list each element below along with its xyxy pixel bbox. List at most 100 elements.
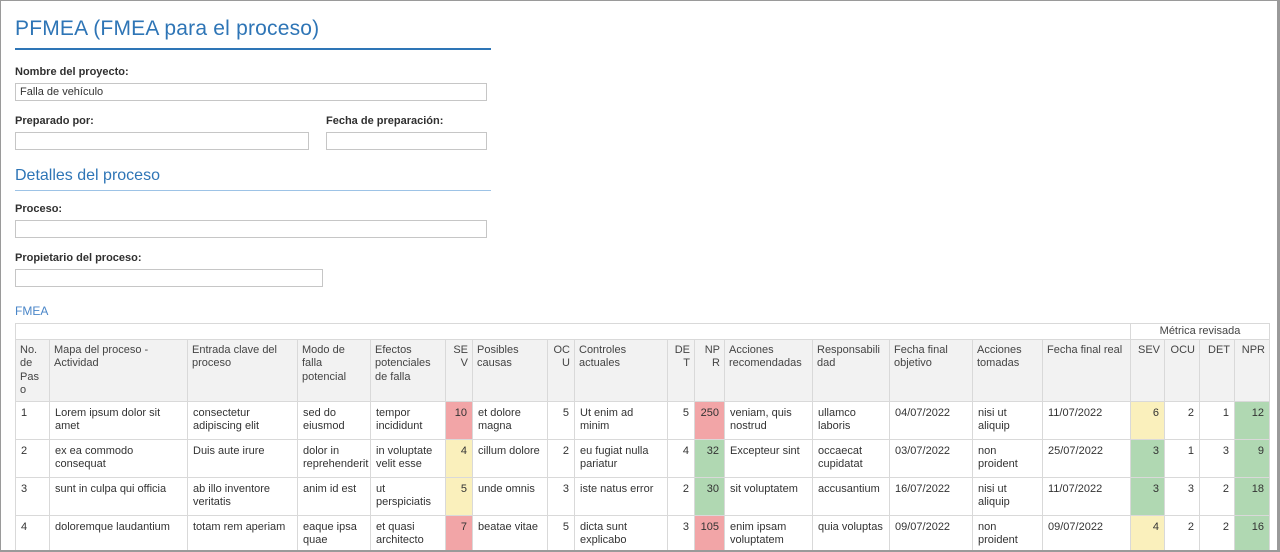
body-cell[interactable]: 3 — [15, 476, 50, 516]
rev-sev-cell[interactable]: 3 — [1130, 438, 1165, 478]
body-cell[interactable]: cillum dolore — [472, 438, 548, 478]
rev-ocu-cell[interactable]: 3 — [1164, 476, 1200, 516]
rev-ocu-cell[interactable]: 1 — [1164, 438, 1200, 478]
body-cell[interactable]: nisi ut aliquip — [972, 400, 1043, 440]
rev-npr-cell[interactable]: 9 — [1233, 438, 1271, 478]
body-cell[interactable]: 16/07/2022 — [889, 476, 973, 516]
body-cell[interactable]: quia voluptas — [812, 514, 890, 550]
body-cell[interactable]: ullamco laboris — [812, 400, 890, 440]
sev-cell[interactable]: 7 — [445, 514, 473, 550]
prep-date-label: Fecha de preparación: — [326, 115, 444, 127]
body-cell[interactable]: non proident — [972, 514, 1043, 550]
body-cell[interactable]: eaque ipsa quae — [297, 514, 371, 550]
ocu-cell[interactable]: 3 — [547, 476, 575, 516]
table-row: 2 ex ea commodo consequat Duis aute irur… — [15, 438, 1271, 478]
title-rule — [15, 48, 491, 50]
process-owner-label: Propietario del proceso: — [15, 252, 142, 264]
rev-ocu-cell[interactable]: 2 — [1164, 400, 1200, 440]
rev-det-cell[interactable]: 2 — [1199, 514, 1235, 550]
process-details-heading: Detalles del proceso — [15, 167, 160, 184]
body-cell[interactable]: eu fugiat nulla pariatur — [574, 438, 668, 478]
header-cell: Responsabilidad — [812, 339, 890, 402]
rev-sev-cell[interactable]: 3 — [1130, 476, 1165, 516]
ocu-cell[interactable]: 5 — [547, 514, 575, 550]
header-cell-ocu: OCU — [547, 339, 575, 402]
prepared-by-input[interactable] — [15, 132, 309, 150]
body-cell[interactable]: ut perspiciatis — [370, 476, 446, 516]
det-cell[interactable]: 3 — [667, 514, 695, 550]
body-cell[interactable]: dolor in reprehenderit — [297, 438, 371, 478]
body-cell[interactable]: ex ea commodo consequat — [49, 438, 188, 478]
body-cell[interactable]: in voluptate velit esse — [370, 438, 446, 478]
rev-det-cell[interactable]: 1 — [1199, 400, 1235, 440]
body-cell[interactable]: 25/07/2022 — [1042, 438, 1131, 478]
revised-metric-group-header: Métrica revisada — [1129, 322, 1271, 341]
body-cell[interactable]: sit voluptatem — [724, 476, 813, 516]
body-cell[interactable]: dicta sunt explicabo — [574, 514, 668, 550]
body-cell[interactable]: 11/07/2022 — [1042, 476, 1131, 516]
header-cell-rev-sev: SEV — [1130, 339, 1165, 402]
body-cell[interactable]: doloremque laudantium — [49, 514, 188, 550]
rev-sev-cell[interactable]: 6 — [1130, 400, 1165, 440]
sev-cell[interactable]: 10 — [445, 400, 473, 440]
body-cell[interactable]: nisi ut aliquip — [972, 476, 1043, 516]
body-cell[interactable]: 09/07/2022 — [889, 514, 973, 550]
body-cell[interactable]: occaecat cupidatat — [812, 438, 890, 478]
rev-npr-cell[interactable]: 16 — [1233, 514, 1271, 550]
body-cell[interactable]: Lorem ipsum dolor sit amet — [49, 400, 188, 440]
rev-sev-cell[interactable]: 4 — [1130, 514, 1165, 550]
process-input[interactable] — [15, 220, 487, 238]
body-cell[interactable]: Ut enim ad minim — [574, 400, 668, 440]
rev-npr-cell[interactable]: 12 — [1233, 400, 1271, 440]
sev-cell[interactable]: 4 — [445, 438, 473, 478]
project-name-input[interactable] — [15, 83, 487, 101]
header-cell: No. de Paso — [15, 339, 50, 402]
body-cell[interactable]: totam rem aperiam — [187, 514, 298, 550]
body-cell[interactable]: 04/07/2022 — [889, 400, 973, 440]
body-cell[interactable]: Duis aute irure — [187, 438, 298, 478]
npr-cell[interactable]: 32 — [694, 438, 725, 478]
body-cell[interactable]: sed do eiusmod — [297, 400, 371, 440]
table-row: 3 sunt in culpa qui officia ab illo inve… — [15, 476, 1271, 516]
rev-npr-cell[interactable]: 18 — [1233, 476, 1271, 516]
body-cell[interactable]: Excepteur sint — [724, 438, 813, 478]
body-cell[interactable]: 4 — [15, 514, 50, 550]
table-row: 4 doloremque laudantium totam rem aperia… — [15, 514, 1271, 550]
body-cell[interactable]: iste natus error — [574, 476, 668, 516]
body-cell[interactable]: 2 — [15, 438, 50, 478]
body-cell[interactable]: consectetur adipiscing elit — [187, 400, 298, 440]
ocu-cell[interactable]: 2 — [547, 438, 575, 478]
body-cell[interactable]: tempor incididunt — [370, 400, 446, 440]
npr-cell[interactable]: 250 — [694, 400, 725, 440]
process-owner-input[interactable] — [15, 269, 323, 287]
rev-ocu-cell[interactable]: 2 — [1164, 514, 1200, 550]
body-cell[interactable]: 11/07/2022 — [1042, 400, 1131, 440]
table-top-strip: Métrica revisada — [15, 322, 1271, 341]
prep-date-input[interactable] — [326, 132, 487, 150]
det-cell[interactable]: 2 — [667, 476, 695, 516]
rev-det-cell[interactable]: 3 — [1199, 438, 1235, 478]
body-cell[interactable]: et quasi architecto — [370, 514, 446, 550]
rev-det-cell[interactable]: 2 — [1199, 476, 1235, 516]
body-cell[interactable]: non proident — [972, 438, 1043, 478]
body-cell[interactable]: veniam, quis nostrud — [724, 400, 813, 440]
body-cell[interactable]: unde omnis — [472, 476, 548, 516]
det-cell[interactable]: 5 — [667, 400, 695, 440]
npr-cell[interactable]: 105 — [694, 514, 725, 550]
body-cell[interactable]: 09/07/2022 — [1042, 514, 1131, 550]
npr-cell[interactable]: 30 — [694, 476, 725, 516]
body-cell[interactable]: sunt in culpa qui officia — [49, 476, 188, 516]
det-cell[interactable]: 4 — [667, 438, 695, 478]
body-cell[interactable]: et dolore magna — [472, 400, 548, 440]
body-cell[interactable]: anim id est — [297, 476, 371, 516]
body-cell[interactable]: accusantium — [812, 476, 890, 516]
sev-cell[interactable]: 5 — [445, 476, 473, 516]
header-cell-det: DET — [667, 339, 695, 402]
body-cell[interactable]: beatae vitae — [472, 514, 548, 550]
body-cell[interactable]: 03/07/2022 — [889, 438, 973, 478]
header-cell-rev-npr: NPR — [1233, 339, 1271, 402]
body-cell[interactable]: enim ipsam voluptatem — [724, 514, 813, 550]
body-cell[interactable]: 1 — [15, 400, 50, 440]
ocu-cell[interactable]: 5 — [547, 400, 575, 440]
body-cell[interactable]: ab illo inventore veritatis — [187, 476, 298, 516]
